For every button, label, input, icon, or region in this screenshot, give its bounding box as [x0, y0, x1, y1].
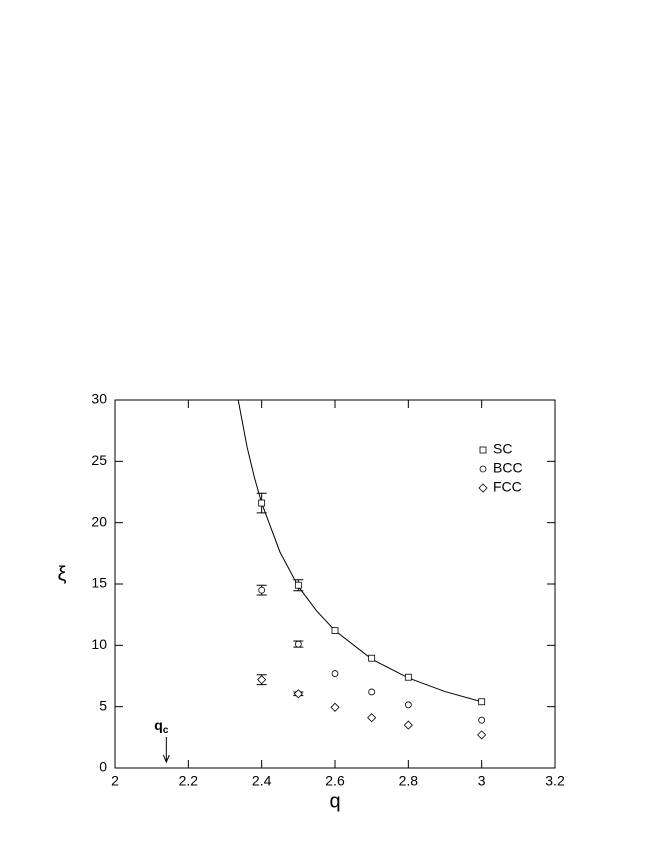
marker [479, 446, 487, 454]
marker [331, 627, 339, 635]
marker [404, 701, 412, 709]
annotation-text: q [154, 717, 163, 733]
x-tick-label: 2.4 [252, 773, 272, 789]
marker [478, 698, 486, 706]
fit-curve [237, 399, 482, 703]
marker [368, 654, 376, 662]
marker [404, 673, 412, 681]
marker [479, 465, 487, 473]
marker [330, 702, 340, 712]
x-tick-label: 2.6 [325, 773, 345, 789]
legend-label: FCC [493, 479, 522, 495]
legend-label: SC [493, 441, 512, 457]
y-tick-label: 0 [99, 759, 107, 775]
marker [294, 640, 302, 648]
y-tick-label: 25 [91, 452, 107, 468]
y-axis-label: ξ [58, 563, 67, 585]
x-tick-label: 2 [111, 773, 119, 789]
annotation: qc [154, 717, 169, 736]
marker [258, 499, 266, 507]
marker [293, 689, 303, 699]
y-tick-label: 30 [91, 391, 107, 407]
marker [331, 670, 339, 677]
marker [257, 675, 267, 685]
x-tick-label: 2.2 [179, 773, 199, 789]
legend-label: BCC [493, 460, 523, 476]
x-tick-label: 3.2 [545, 773, 565, 789]
marker [367, 713, 377, 723]
annotation-arrow [162, 737, 170, 764]
y-tick-label: 20 [91, 513, 107, 529]
x-tick-label: 2.8 [399, 773, 419, 789]
marker [258, 586, 266, 594]
annotation-sub: c [163, 725, 169, 736]
x-tick-label: 3 [478, 773, 486, 789]
marker [368, 688, 376, 696]
y-tick-label: 5 [99, 697, 107, 713]
marker [403, 720, 413, 730]
marker [478, 716, 486, 724]
marker [477, 730, 487, 740]
y-tick-label: 10 [91, 636, 107, 652]
y-tick-label: 15 [91, 575, 107, 591]
marker [294, 581, 302, 589]
marker [478, 483, 488, 493]
x-axis-label: q [329, 790, 340, 812]
